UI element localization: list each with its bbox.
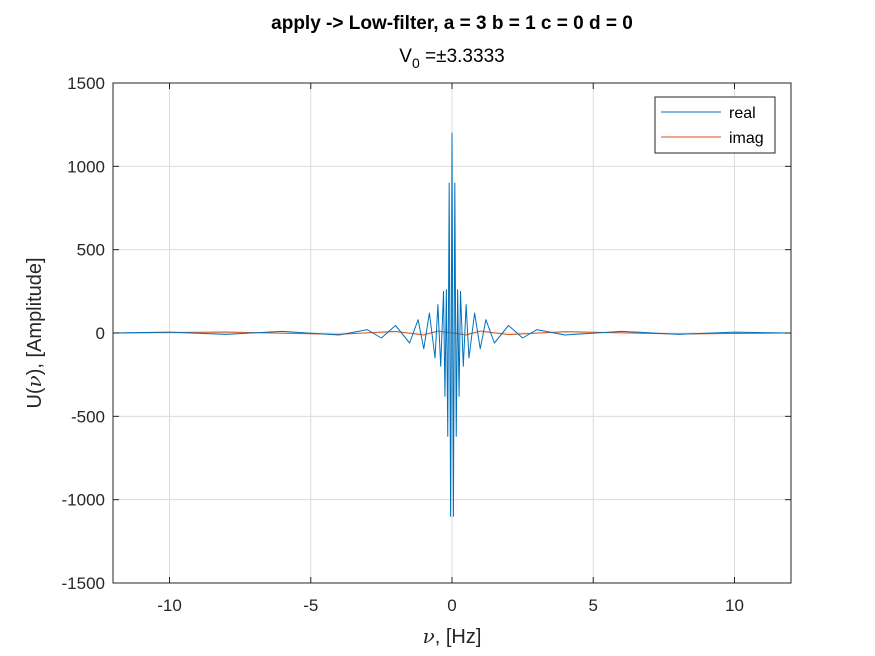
x-tick-label: -10 xyxy=(157,596,182,615)
subtitle-subscript: 0 xyxy=(412,55,420,71)
y-tick-label: 500 xyxy=(77,241,105,260)
y-axis-label: U(ν), [Amplitude] xyxy=(22,257,46,408)
y-tick-label: 1000 xyxy=(67,157,105,176)
subtitle-prefix: V xyxy=(399,46,412,67)
chart-subtitle: V0 =±3.3333 xyxy=(399,46,504,71)
x-tick-label: -5 xyxy=(303,596,318,615)
y-axis-symbol: ν xyxy=(22,375,46,387)
series-line-real xyxy=(112,132,792,517)
x-axis-text: , [Hz] xyxy=(435,626,482,648)
series-layer xyxy=(112,132,792,517)
legend-label-real: real xyxy=(729,105,756,122)
legend-box xyxy=(654,96,776,154)
subtitle-suffix: =±3.3333 xyxy=(420,46,505,67)
x-tick-label: 0 xyxy=(447,596,456,615)
x-axis-symbol: ν xyxy=(423,624,435,648)
chart-title: apply -> Low-filter, a = 3 b = 1 c = 0 d… xyxy=(271,13,633,34)
y-tick-label: -500 xyxy=(71,407,105,426)
legend-label-imag: imag xyxy=(729,130,764,147)
y-tick-label: 1500 xyxy=(67,74,105,93)
ticks: -10 -5 0 5 10 -1500 -1000 -500 0 500 1000 1500 xyxy=(62,74,791,615)
x-tick-label: 5 xyxy=(589,596,598,615)
series-line-imag xyxy=(112,330,792,336)
x-tick-label: 10 xyxy=(725,596,744,615)
x-axis-label: ν, [Hz] xyxy=(423,624,482,648)
y-tick-label: -1000 xyxy=(62,491,105,510)
y-tick-label: -1500 xyxy=(62,574,105,593)
y-axis-prefix: U( xyxy=(24,387,46,408)
legend: real imag xyxy=(654,96,776,154)
y-tick-label: 0 xyxy=(96,324,105,343)
y-axis-suffix: ), [Amplitude] xyxy=(24,257,46,375)
